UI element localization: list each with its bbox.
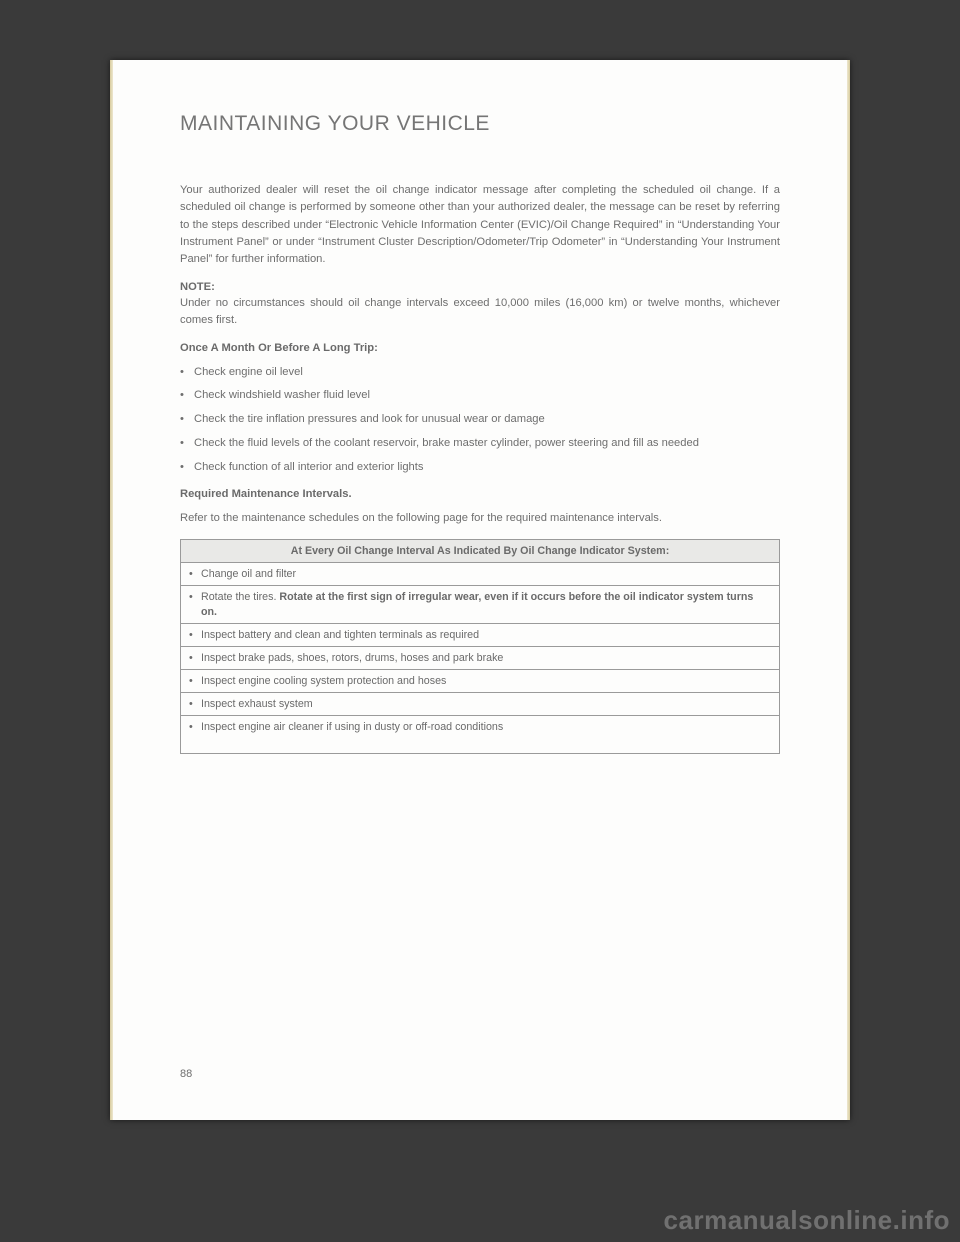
table-header: At Every Oil Change Interval As Indicate… bbox=[181, 539, 780, 562]
table-row: Inspect battery and clean and tighten te… bbox=[181, 623, 780, 646]
note-label: NOTE: bbox=[180, 281, 780, 293]
note-text: Under no circumstances should oil change… bbox=[180, 295, 780, 330]
maintenance-table: At Every Oil Change Interval As Indicate… bbox=[180, 539, 780, 754]
table-row: Change oil and filter bbox=[181, 562, 780, 585]
page-title: MAINTAINING YOUR VEHICLE bbox=[180, 112, 780, 136]
required-heading: Required Maintenance Intervals. bbox=[180, 488, 780, 500]
monthly-list: Check engine oil level Check windshield … bbox=[180, 364, 780, 476]
list-item: Check the fluid levels of the coolant re… bbox=[180, 435, 780, 452]
row-text: Inspect engine air cleaner if using in d… bbox=[201, 721, 503, 733]
row-text: Change oil and filter bbox=[201, 568, 296, 580]
watermark-text: carmanualsonline.info bbox=[664, 1205, 950, 1236]
table-row: Inspect brake pads, shoes, rotors, drums… bbox=[181, 646, 780, 669]
content-area: MAINTAINING YOUR VEHICLE Your authorized… bbox=[110, 60, 850, 754]
intro-paragraph: Your authorized dealer will reset the oi… bbox=[180, 182, 780, 269]
row-text: Inspect engine cooling system protection… bbox=[201, 675, 446, 687]
row-text: Inspect brake pads, shoes, rotors, drums… bbox=[201, 652, 503, 664]
table-row: Rotate the tires. Rotate at the first si… bbox=[181, 585, 780, 623]
row-text: Rotate the tires. bbox=[201, 591, 279, 603]
manual-page: MAINTAINING YOUR VEHICLE Your authorized… bbox=[110, 60, 850, 1120]
page-number: 88 bbox=[180, 1068, 192, 1080]
table-row: Inspect engine air cleaner if using in d… bbox=[181, 715, 780, 753]
row-text: Inspect battery and clean and tighten te… bbox=[201, 629, 479, 641]
refer-paragraph: Refer to the maintenance schedules on th… bbox=[180, 510, 780, 527]
table-row: Inspect engine cooling system protection… bbox=[181, 669, 780, 692]
list-item: Check windshield washer fluid level bbox=[180, 387, 780, 404]
list-item: Check engine oil level bbox=[180, 364, 780, 381]
table-row: Inspect exhaust system bbox=[181, 692, 780, 715]
list-item: Check function of all interior and exter… bbox=[180, 459, 780, 476]
row-text: Inspect exhaust system bbox=[201, 698, 313, 710]
row-bold: Rotate at the first sign of irregular we… bbox=[201, 591, 753, 618]
monthly-heading: Once A Month Or Before A Long Trip: bbox=[180, 342, 780, 354]
list-item: Check the tire inflation pressures and l… bbox=[180, 411, 780, 428]
